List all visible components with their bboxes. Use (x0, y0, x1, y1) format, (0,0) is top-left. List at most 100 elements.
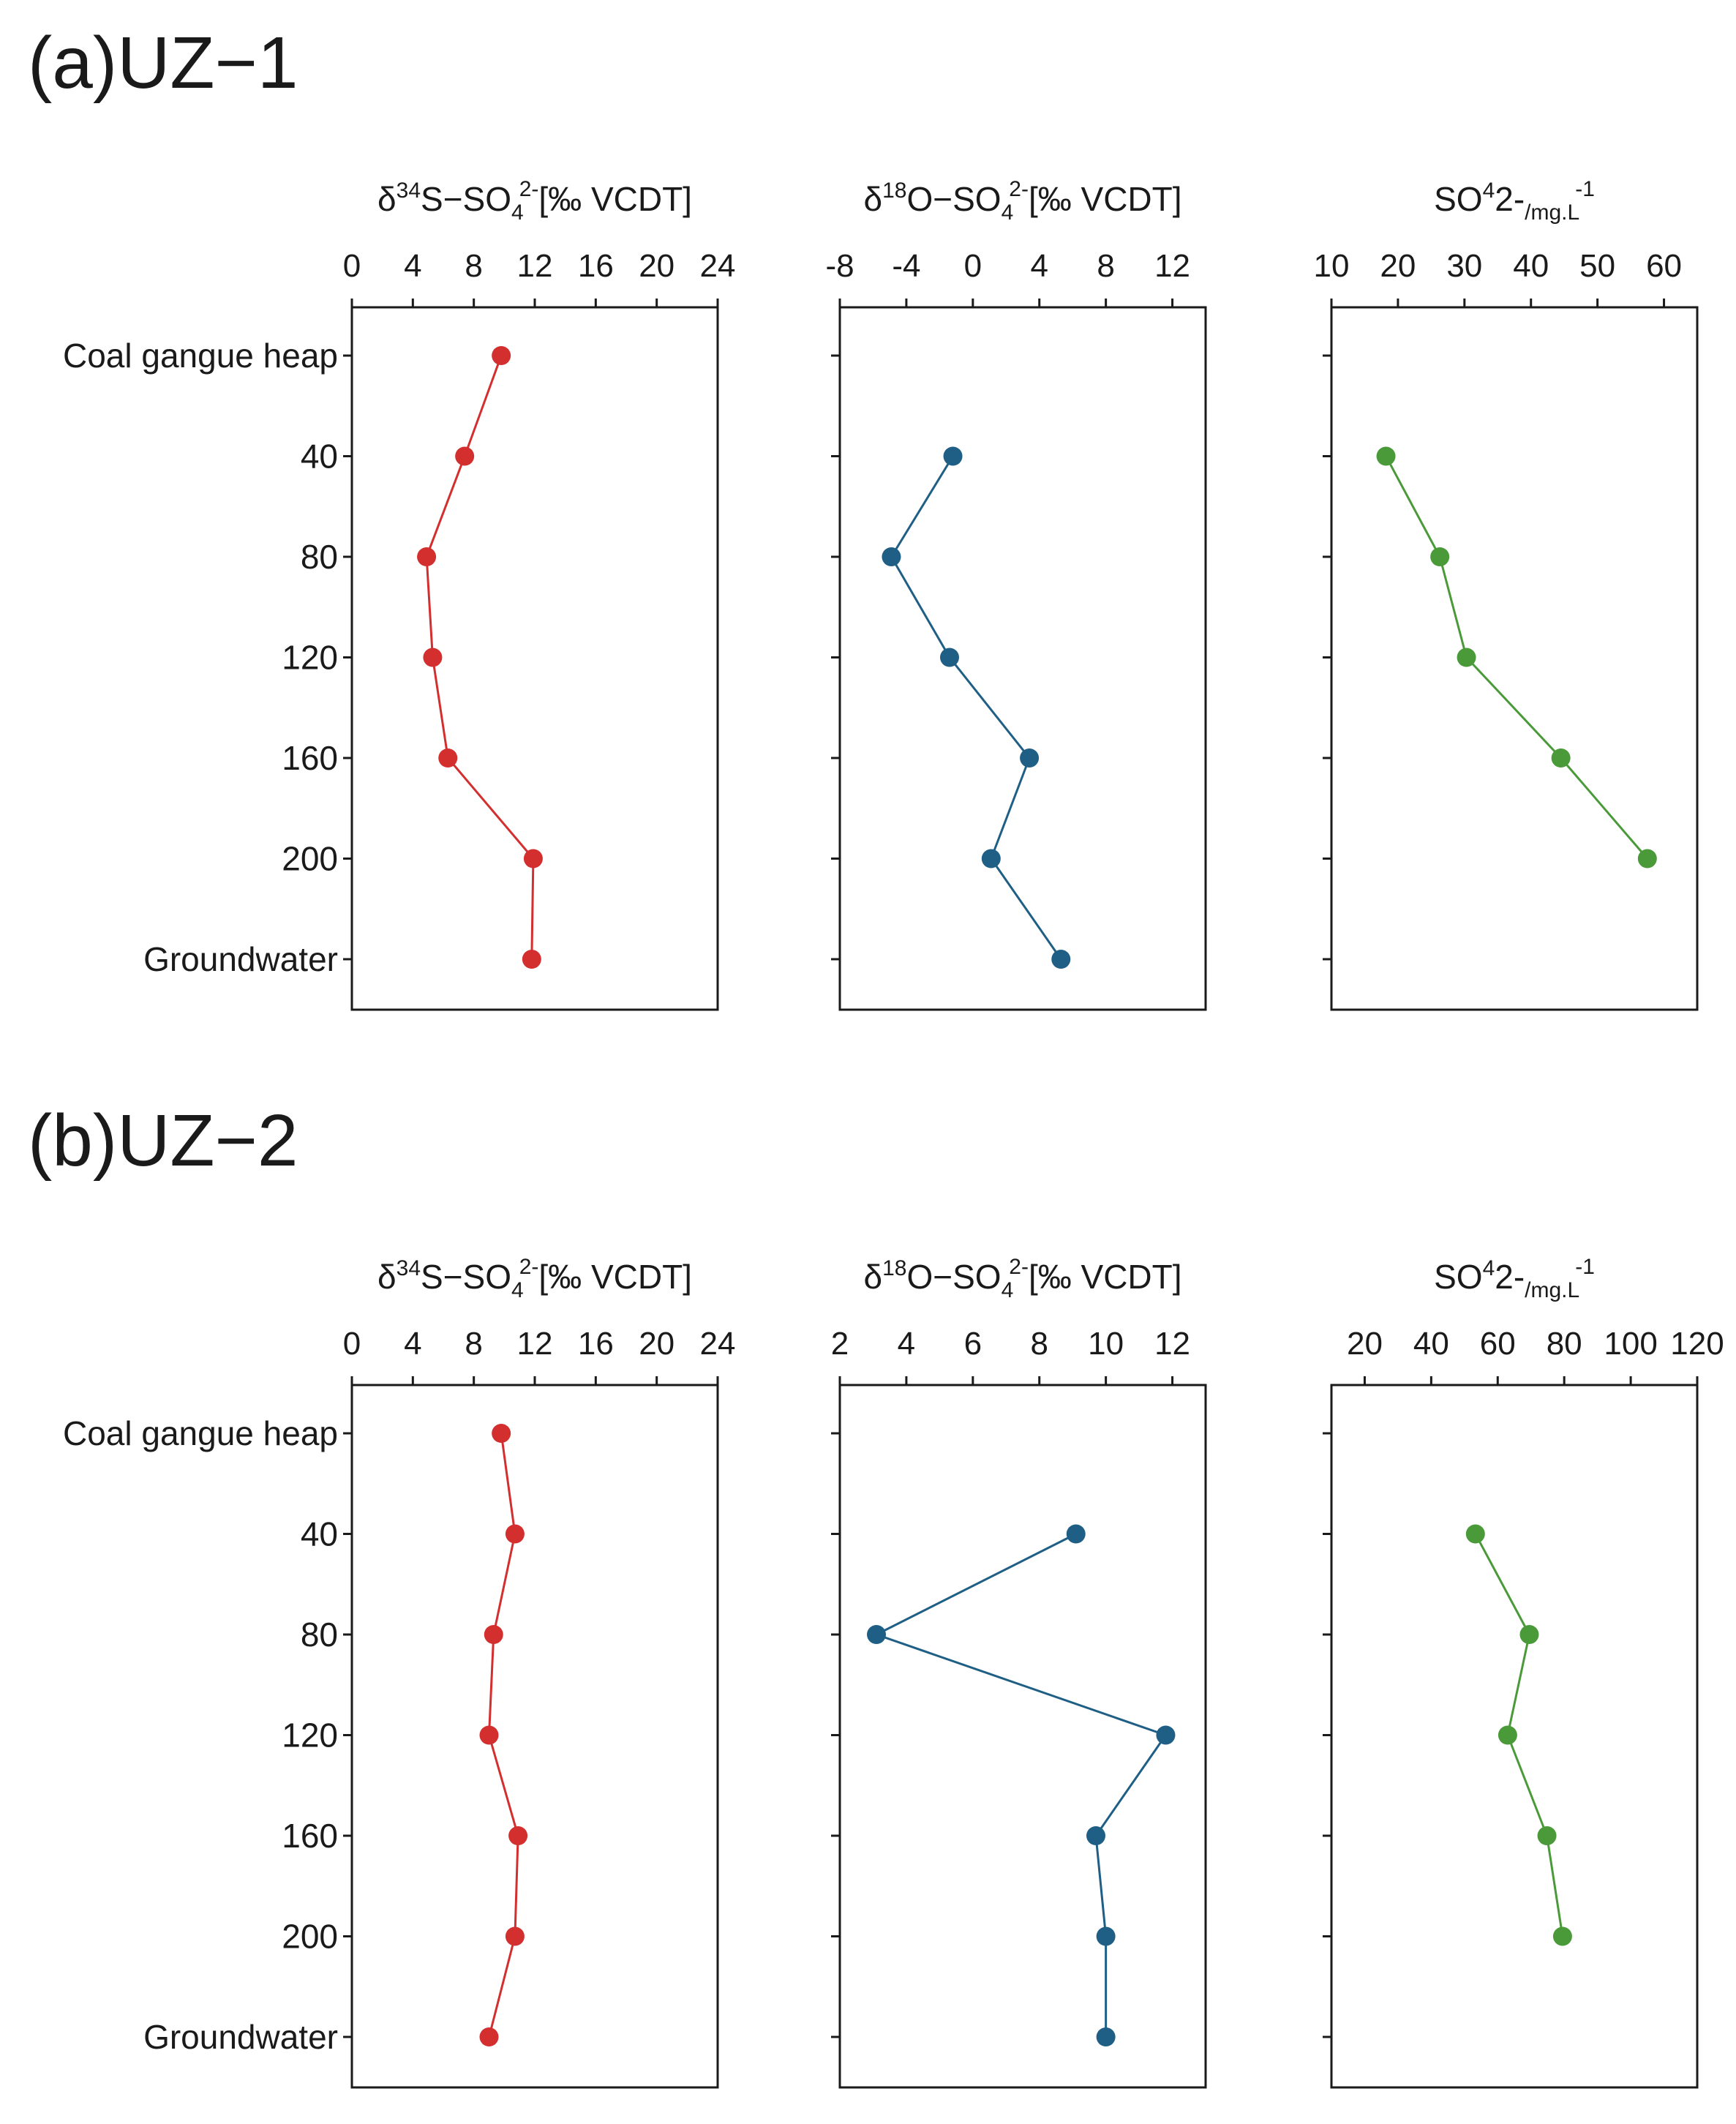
data-point (1156, 1725, 1176, 1745)
data-point (479, 2027, 499, 2046)
data-point (505, 1524, 525, 1544)
row-label: Coal gangue heap (63, 1414, 338, 1452)
x-tick-label: 24 (700, 1326, 736, 1362)
row-label: Groundwater (143, 2018, 338, 2056)
row-label: 200 (282, 1918, 338, 1956)
data-point (882, 547, 901, 566)
data-point (523, 849, 543, 868)
data-point (1457, 648, 1476, 667)
x-tick-label: 16 (578, 248, 614, 284)
x-tick-label: 50 (1579, 248, 1615, 284)
x-tick-label: 20 (639, 1326, 675, 1362)
chart-2: δ18O−SO42-[‰ VCDT]-8 -4 0 4 8 12 (825, 177, 1207, 1011)
x-tick-label: 4 (1030, 248, 1048, 284)
x-tick-label: -4 (892, 248, 920, 284)
chart-1: δ34S−SO42-[‰ VCDT] 0 4 8 12 16 20 24 (343, 1255, 736, 2089)
data-point (508, 1826, 528, 1845)
x-tick-label: 0 (343, 1326, 361, 1362)
x-tick-label: 10 (1088, 1326, 1124, 1362)
x-tick-label: 0 (343, 248, 361, 284)
series-line (1474, 1533, 1564, 1937)
data-point (1066, 1524, 1086, 1544)
x-tick-label: 120 (1670, 1326, 1724, 1362)
x-tick-label: 20 (639, 248, 675, 284)
x-tick-label: 4 (404, 1326, 421, 1362)
data-point (492, 346, 511, 365)
x-tick-label: 12 (1154, 1326, 1190, 1362)
x-tick-label: 24 (700, 248, 736, 284)
x-tick-label: 4 (898, 1326, 915, 1362)
data-point (940, 648, 959, 667)
x-tick-label: 40 (1413, 1326, 1449, 1362)
x-tick-label: 12 (517, 248, 553, 284)
series-line (873, 1533, 1168, 2037)
x-tick-label: 2 (831, 1326, 849, 1362)
plot-frame (350, 1384, 719, 2089)
chart-2: δ18O−SO42-[‰ VCDT] 2 4 6 8 10 12 (831, 1255, 1207, 2089)
x-tick-label: 6 (964, 1326, 982, 1362)
data-point (981, 849, 1001, 868)
chart-3: SO42-/mg.L-1 10 20 30 40 50 60 (1314, 177, 1699, 1011)
data-point (867, 1625, 886, 1644)
x-tick-label: 0 (964, 248, 982, 284)
data-point (1376, 446, 1396, 466)
row-label: Groundwater (143, 940, 338, 978)
chart-1: δ34S−SO42-[‰ VCDT] 0 4 8 12 16 20 24 (343, 177, 736, 1011)
x-tick-label: 10 (1314, 248, 1350, 284)
chart-3: SO42-/mg.L-1 20 40 60 80 100 120 (1323, 1255, 1724, 2089)
panel-label: (a)UZ−1 (28, 22, 298, 104)
axis-title: SO42-/mg.L-1 (1434, 177, 1595, 225)
x-tick-label: 80 (1547, 1326, 1582, 1362)
x-tick-label: 12 (1154, 248, 1190, 284)
x-tick-label: 8 (1097, 248, 1114, 284)
data-point (505, 1926, 525, 1946)
x-tick-label: 20 (1380, 248, 1416, 284)
x-tick-label: 20 (1347, 1326, 1383, 1362)
plot-frame (838, 1384, 1207, 2089)
data-point (417, 547, 437, 566)
data-point (484, 1625, 503, 1644)
data-point (423, 648, 443, 667)
x-tick-label: 30 (1446, 248, 1482, 284)
axis-title: SO42-/mg.L-1 (1434, 1255, 1595, 1302)
data-point (1086, 1826, 1105, 1845)
axis-title: δ34S−SO42-[‰ VCDT] (377, 177, 692, 225)
data-point (1537, 1826, 1557, 1845)
series-line (1385, 455, 1648, 860)
data-point (1020, 748, 1040, 768)
x-tick-label: 16 (578, 1326, 614, 1362)
x-tick-label: -8 (825, 248, 854, 284)
plot-frame (350, 306, 719, 1011)
data-point (492, 1424, 511, 1443)
data-point (455, 446, 475, 466)
data-point (1498, 1725, 1517, 1745)
data-point (1051, 950, 1071, 969)
data-point (1465, 1524, 1485, 1544)
axis-title: δ18O−SO42-[‰ VCDT] (863, 177, 1181, 225)
x-tick-label: 8 (465, 248, 482, 284)
data-point (522, 950, 541, 969)
row-label: 200 (282, 840, 338, 878)
data-point (1637, 849, 1657, 868)
x-tick-label: 8 (1030, 1326, 1048, 1362)
series-line (890, 455, 1062, 960)
x-tick-label: 40 (1513, 248, 1549, 284)
data-point (438, 748, 458, 768)
data-point (1551, 748, 1571, 768)
row-label: Coal gangue heap (63, 337, 338, 375)
x-tick-label: 100 (1604, 1326, 1657, 1362)
row-label: 80 (301, 1615, 338, 1654)
row-label: 160 (282, 739, 338, 777)
data-point (1430, 547, 1450, 566)
x-tick-label: 60 (1480, 1326, 1516, 1362)
row-label: 160 (282, 1817, 338, 1855)
row-label: 120 (282, 1716, 338, 1755)
axis-title: δ18O−SO42-[‰ VCDT] (863, 1255, 1181, 1302)
row-label: 40 (301, 438, 338, 476)
x-tick-label: 4 (404, 248, 421, 284)
data-point (1096, 2027, 1116, 2046)
data-point (479, 1725, 499, 1745)
